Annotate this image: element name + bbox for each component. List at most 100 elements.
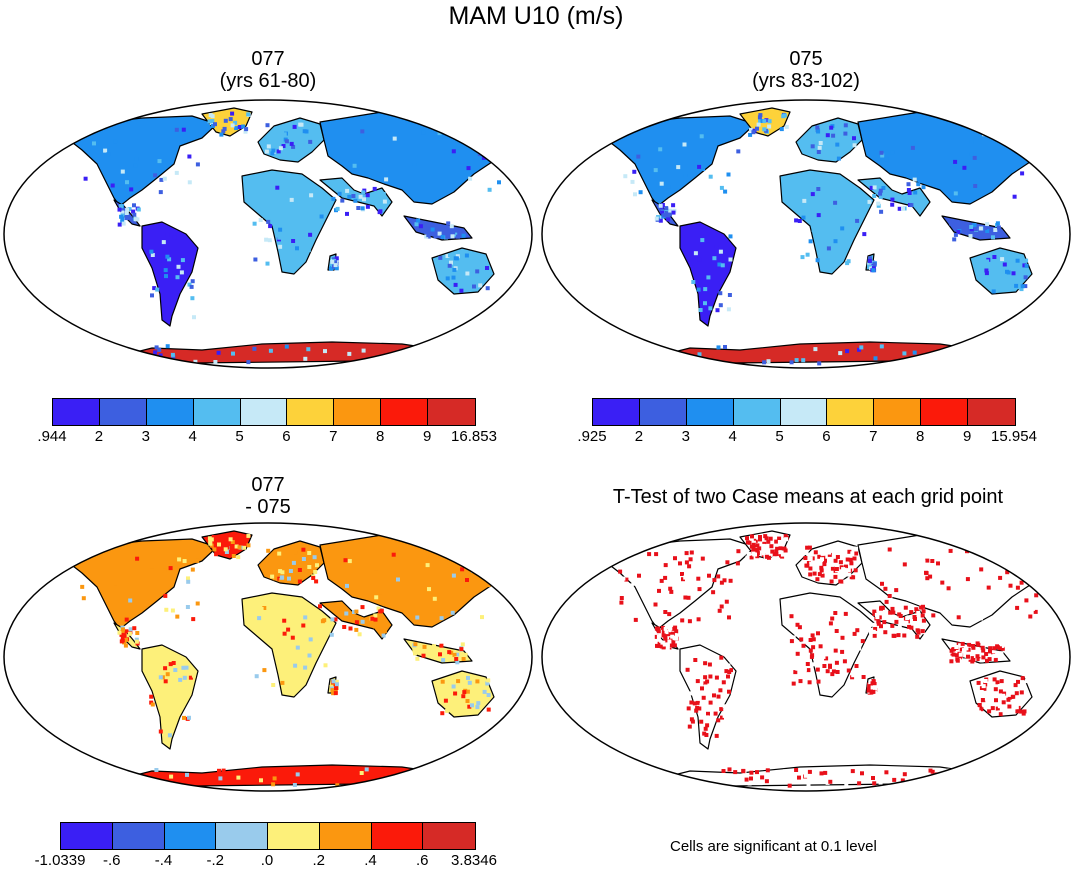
grid-cell: [412, 162, 417, 167]
grid-cell: [519, 305, 524, 309]
grid-cell: [815, 258, 820, 263]
grid-cell: [687, 724, 692, 729]
grid-cell: [822, 145, 827, 150]
grid-cell: [753, 552, 757, 557]
grid-cell: [764, 536, 769, 541]
grid-cell: [973, 227, 978, 232]
grid-cell: [766, 549, 771, 554]
grid-cell: [1054, 729, 1059, 734]
grid-cell: [924, 571, 929, 576]
colorbar-swatch: [112, 823, 165, 849]
grid-cell: [718, 703, 723, 708]
grid-cell: [128, 627, 133, 632]
grid-cell: [1059, 296, 1064, 301]
grid-cell: [329, 632, 334, 637]
grid-cell: [719, 185, 724, 190]
grid-cell: [1030, 606, 1035, 611]
grid-cell: [680, 618, 685, 623]
grid-cell: [981, 648, 986, 653]
grid-cell: [1057, 721, 1062, 726]
grid-cell: [813, 550, 818, 555]
grid-cell: [871, 629, 876, 634]
grid-cell: [977, 703, 982, 707]
grid-cell: [376, 606, 381, 611]
grid-cell: [728, 257, 733, 262]
colorbar-tick-label: .925: [577, 428, 607, 445]
grid-cell: [724, 599, 729, 604]
grid-cell: [119, 632, 124, 637]
grid-cell: [982, 686, 987, 691]
grid-cell: [869, 266, 873, 270]
grid-cell: [727, 615, 731, 620]
grid-cell: [894, 588, 899, 593]
north-america-landmass: [63, 115, 218, 207]
grid-cell: [333, 691, 338, 696]
grid-cell: [871, 268, 876, 273]
grid-cell: [825, 133, 830, 138]
grid-cell: [318, 604, 322, 609]
grid-cell: [266, 772, 271, 777]
grid-cell: [284, 344, 289, 349]
grid-cell: [266, 144, 271, 149]
grid-cell: [460, 642, 465, 647]
grid-cell: [838, 351, 843, 356]
grid-cell: [696, 287, 701, 292]
grid-cell: [689, 550, 694, 555]
grid-cell: [878, 191, 883, 196]
grid-cell: [720, 263, 725, 268]
colorbar-tick-label: 7: [329, 428, 338, 445]
grid-cell: [805, 563, 810, 568]
grid-cell: [774, 552, 779, 557]
grid-cell: [993, 657, 998, 662]
grid-cell: [278, 146, 283, 151]
grid-cell: [784, 556, 789, 561]
grid-cell: [124, 617, 129, 622]
grid-cell: [278, 227, 283, 232]
antarctica-landmass: [111, 341, 445, 365]
grid-cell: [808, 556, 813, 561]
grid-cell: [437, 231, 442, 236]
colorbar-tick-label: .2: [312, 852, 326, 869]
grid-cell: [830, 562, 835, 567]
grid-cell: [910, 145, 915, 150]
grid-cell: [902, 633, 907, 638]
grid-cell: [659, 578, 664, 583]
grid-cell: [158, 675, 163, 680]
grid-cell: [983, 691, 988, 696]
grid-cell: [165, 672, 170, 677]
grid-cell: [445, 234, 450, 239]
grid-cell: [433, 234, 438, 239]
grid-cell: [517, 307, 522, 312]
grid-cell: [230, 123, 235, 128]
grid-cell: [977, 710, 981, 715]
grid-cell: [343, 558, 348, 563]
grid-cell: [179, 270, 184, 275]
grid-cell: [135, 217, 140, 222]
grid-cell: [871, 265, 876, 270]
grid-cell: [664, 632, 669, 637]
grid-cell: [125, 207, 130, 212]
grid-cell: [874, 612, 879, 617]
grid-cell: [716, 574, 721, 579]
grid-cell: [262, 606, 267, 610]
grid-cell: [303, 356, 308, 361]
grid-cell: [818, 141, 823, 145]
colorbar-difference: [60, 822, 476, 850]
grid-cell: [695, 705, 700, 710]
grid-cell: [687, 564, 692, 569]
grid-cell: [847, 572, 852, 577]
grid-cell: [916, 182, 921, 187]
grid-cell: [816, 679, 821, 684]
grid-cell: [281, 144, 286, 148]
grid-cell: [706, 275, 711, 280]
grid-cell: [135, 631, 140, 635]
grid-cell: [846, 568, 851, 573]
grid-cell: [872, 633, 877, 638]
grid-cell: [917, 546, 922, 551]
colorbar-077: [52, 398, 476, 426]
grid-cell: [717, 262, 722, 267]
grid-cell: [897, 624, 902, 629]
grid-cell: [987, 709, 992, 714]
grid-cell: [891, 633, 896, 638]
grid-cell: [789, 614, 794, 619]
